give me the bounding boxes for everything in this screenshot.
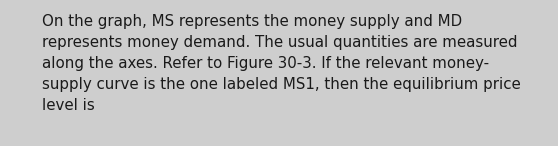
Text: On the graph, MS represents the money supply and MD
represents money demand. The: On the graph, MS represents the money su… [42, 14, 521, 113]
